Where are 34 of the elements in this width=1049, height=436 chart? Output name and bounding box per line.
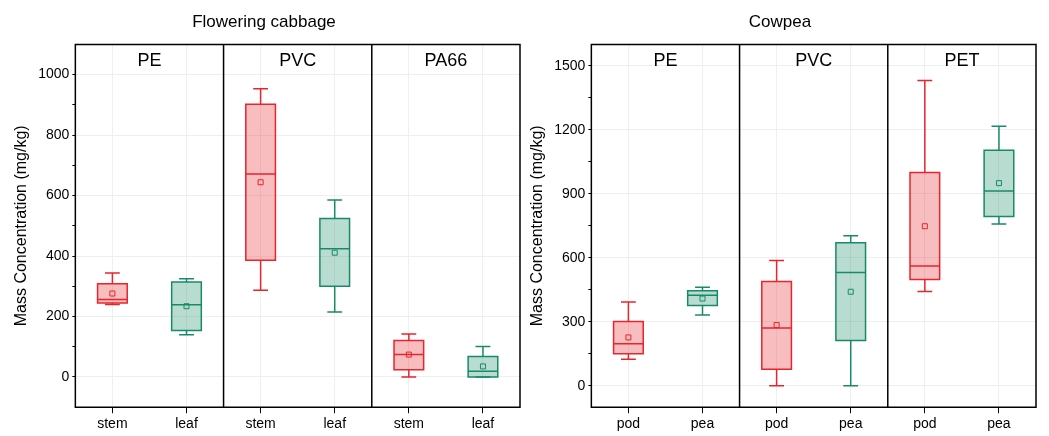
y-tick-label: 1200	[554, 120, 586, 137]
y-tick-label: 400	[45, 246, 70, 263]
x-tick-label: leaf	[175, 415, 198, 432]
x-tick-label: pod	[616, 415, 641, 432]
chart-title: Cowpea	[748, 11, 812, 31]
y-tick-label: 300	[561, 312, 586, 329]
y-axis-title: Mass Concentration (mg/kg)	[528, 125, 546, 327]
x-tick-label: leaf	[323, 415, 347, 432]
annotation: PE	[137, 50, 162, 71]
chart-title: Flowering cabbage	[192, 11, 336, 31]
x-tick-label: stem	[245, 415, 276, 432]
annotation: PVC	[279, 50, 317, 71]
y-tick-label: 600	[561, 248, 586, 265]
y-tick-label: 800	[45, 125, 70, 142]
x-tick-label: pea	[839, 415, 863, 432]
y-tick-label: 900	[561, 184, 586, 201]
x-tick-label: pod	[913, 415, 937, 432]
y-tick-label: 1500	[554, 56, 586, 73]
y-tick-label: 1000	[38, 65, 70, 82]
y-tick-label: 200	[45, 307, 70, 324]
annotation: PET	[944, 50, 980, 71]
x-tick-label: pod	[764, 415, 789, 432]
y-tick-label: 600	[45, 186, 70, 203]
y-tick-label: 0	[577, 376, 586, 393]
x-tick-label: stem	[393, 415, 425, 432]
x-tick-label: stem	[97, 415, 128, 432]
x-tick-label: leaf	[471, 415, 495, 432]
annotation: PVC	[795, 50, 833, 71]
y-tick-label: 0	[61, 367, 70, 384]
x-tick-label: pea	[987, 415, 1011, 432]
annotation: PA66	[424, 50, 468, 71]
annotation: PE	[653, 50, 678, 71]
y-axis-title: Mass Concentration (mg/kg)	[12, 125, 30, 327]
x-tick-label: pea	[690, 415, 715, 432]
